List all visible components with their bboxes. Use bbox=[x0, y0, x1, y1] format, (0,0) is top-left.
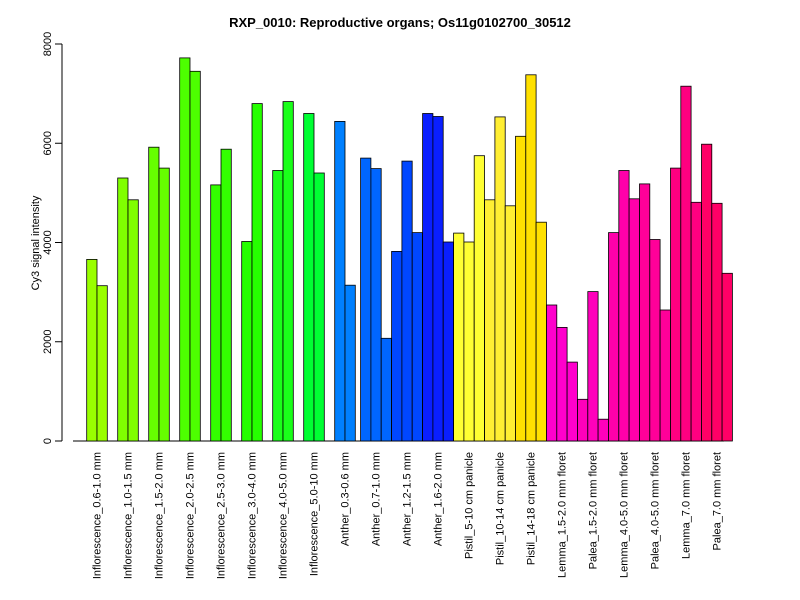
bar bbox=[251, 103, 263, 442]
bar bbox=[721, 272, 733, 442]
bar bbox=[577, 398, 589, 442]
y-tick-label: 0 bbox=[42, 438, 54, 444]
x-tick-label: Inflorescence_4.0-5.0 mm bbox=[278, 452, 290, 579]
bar bbox=[701, 143, 713, 442]
x-tick-label: Palea_1.5-2.0 mm floret bbox=[588, 452, 600, 569]
y-tick-label: 4000 bbox=[42, 230, 54, 254]
x-tick-label: Lemma_7.0 mm floret bbox=[681, 452, 693, 559]
x-tick-label: Pistil_5-10 cm panicle bbox=[464, 452, 476, 559]
bar bbox=[179, 57, 191, 442]
bar bbox=[535, 221, 547, 442]
bar bbox=[628, 198, 640, 442]
bar bbox=[313, 172, 325, 442]
bar bbox=[189, 70, 201, 442]
x-tick-label: Inflorescence_2.0-2.5 mm bbox=[185, 452, 197, 579]
bar bbox=[422, 113, 434, 442]
bar bbox=[453, 232, 465, 442]
bar bbox=[241, 241, 253, 442]
bar bbox=[282, 101, 294, 442]
bar bbox=[494, 116, 506, 442]
bar bbox=[484, 199, 496, 442]
bar bbox=[344, 284, 356, 442]
bar bbox=[432, 116, 444, 442]
bar bbox=[117, 177, 129, 442]
y-tick-label: 2000 bbox=[42, 330, 54, 354]
bar bbox=[525, 74, 537, 442]
x-tick-label: Anther_1.6-2.0 mm bbox=[433, 452, 445, 546]
bar bbox=[504, 205, 516, 442]
bar bbox=[401, 160, 413, 442]
bar bbox=[391, 250, 403, 442]
x-tick-label: Inflorescence_1.5-2.0 mm bbox=[154, 452, 166, 579]
x-tick-label: Anther_1.2-1.5 mm bbox=[402, 452, 414, 546]
bar bbox=[639, 183, 651, 442]
bar bbox=[515, 135, 527, 442]
y-tick-label: 8000 bbox=[42, 32, 54, 56]
bar bbox=[220, 148, 232, 442]
bar bbox=[556, 326, 568, 442]
bar bbox=[210, 184, 222, 442]
x-tick-label: Anther_0.3-0.6 mm bbox=[340, 452, 352, 546]
x-tick-label: Lemma_1.5-2.0 mm floret bbox=[557, 452, 569, 578]
x-tick-label: Inflorescence_1.0-1.5 mm bbox=[123, 452, 135, 579]
bar bbox=[370, 168, 382, 442]
bar bbox=[566, 361, 578, 442]
x-tick-label: Inflorescence_2.5-3.0 mm bbox=[216, 452, 228, 579]
x-tick-label: Pistil_10-14 cm panicle bbox=[495, 452, 507, 565]
x-tick-label: Pistil_14-18 cm panicle bbox=[526, 452, 538, 565]
category-labels: Inflorescence_0.6-1.0 mm Inflorescence_1.… bbox=[92, 452, 724, 579]
bar bbox=[411, 232, 423, 442]
bar bbox=[680, 85, 692, 442]
bar bbox=[127, 199, 139, 442]
bar bbox=[272, 170, 284, 442]
bar bbox=[442, 241, 454, 442]
x-tick-label: Inflorescence_3.0-4.0 mm bbox=[247, 452, 259, 579]
x-tick-label: Anther_0.7-1.0 mm bbox=[371, 452, 383, 546]
bar bbox=[649, 239, 661, 442]
bar bbox=[711, 202, 723, 442]
bar bbox=[608, 232, 620, 442]
x-tick-label: Inflorescence_0.6-1.0 mm bbox=[92, 452, 104, 579]
bar bbox=[463, 241, 475, 442]
y-axis: 0 2000 4000 6000 8000 bbox=[42, 32, 63, 444]
x-tick-label: Palea_7.0 mm floret bbox=[712, 452, 724, 550]
bar bbox=[380, 337, 392, 442]
bar bbox=[546, 304, 558, 442]
bar bbox=[360, 157, 372, 442]
chart-title: RXP_0010: Reproductive organs; Os11g0102… bbox=[229, 15, 571, 30]
bars bbox=[86, 57, 733, 442]
bar bbox=[473, 155, 485, 442]
bar bbox=[96, 285, 108, 442]
bar bbox=[618, 170, 630, 442]
x-tick-label: Lemma_4.0-5.0 mm floret bbox=[619, 452, 631, 578]
x-tick-label: Inflorescence_5.0-10 mm bbox=[309, 452, 321, 576]
y-axis-label: Cy3 signal intensity bbox=[30, 195, 42, 290]
bar bbox=[597, 418, 609, 442]
bar bbox=[86, 258, 98, 442]
bar bbox=[148, 146, 160, 442]
y-tick-label: 6000 bbox=[42, 131, 54, 155]
bar bbox=[587, 291, 599, 442]
x-tick-label: Palea_4.0-5.0 mm floret bbox=[650, 452, 662, 569]
bar bbox=[334, 121, 346, 442]
bar bbox=[690, 201, 702, 442]
bar bbox=[670, 167, 682, 442]
bar bbox=[659, 309, 671, 442]
bar bbox=[303, 113, 315, 442]
bar bbox=[158, 167, 170, 442]
